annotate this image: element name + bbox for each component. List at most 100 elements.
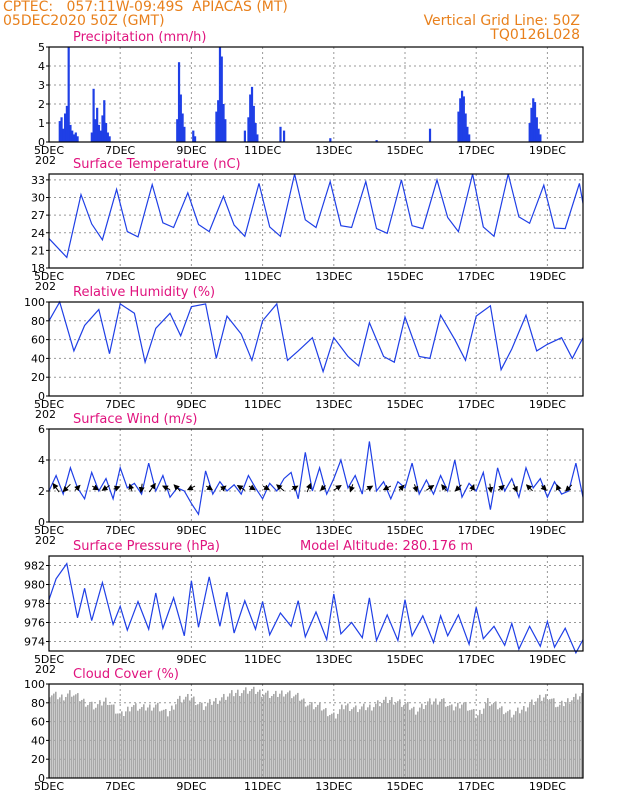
panel-frame: [48, 428, 584, 523]
cloud-column: [183, 699, 185, 778]
cloud-column: [91, 701, 93, 778]
precip-bar: [215, 111, 218, 142]
cloud-column: [343, 709, 345, 778]
y-tick-label: 27: [31, 209, 45, 222]
cloud-column: [271, 695, 273, 778]
cloud-column: [233, 696, 235, 778]
cloud-column: [539, 694, 541, 778]
cloud-column: [501, 706, 503, 778]
x-tick-label: 15DEC: [386, 524, 423, 537]
cloud-column: [545, 694, 547, 778]
cloud-column: [113, 704, 115, 778]
x-tick-label: 7DEC: [105, 524, 135, 537]
cloud-column: [209, 699, 211, 778]
header-right-2: TQ0126L028: [490, 27, 580, 43]
cloud-column: [155, 704, 157, 778]
y-tick-label: 974: [24, 636, 45, 649]
panel-title: Relative Humidity (%): [73, 285, 215, 300]
cloud-column: [115, 713, 117, 778]
cloud-column: [383, 699, 385, 778]
cloud-column: [397, 701, 399, 778]
precip-bar: [60, 117, 63, 142]
precip-bar: [460, 90, 464, 142]
cloud-column: [231, 690, 233, 778]
cloud-column: [283, 696, 285, 778]
cloud-column: [451, 704, 453, 778]
cloud-column: [305, 706, 307, 778]
wind-vector: [262, 484, 271, 491]
y-tick-label: 21: [31, 244, 45, 257]
cloud-column: [141, 707, 143, 778]
precip-bar: [457, 111, 460, 142]
panel-title: Surface Wind (m/s): [73, 412, 197, 427]
cloud-column: [375, 703, 377, 778]
cloud-column: [361, 706, 363, 778]
y-tick-label: 60: [31, 334, 45, 347]
cloud-column: [573, 696, 575, 778]
cloud-column: [317, 704, 319, 778]
cloud-column: [147, 707, 149, 778]
panel-cloud: 0 20 40 60 80 100 5DEC 7DEC 9DEC 11DEC 13DEC 15DEC 1…: [24, 667, 584, 793]
cloud-column: [143, 704, 145, 778]
cloud-column: [373, 707, 375, 778]
cloud-column: [49, 697, 51, 778]
cloud-column: [299, 700, 301, 778]
precip-bar: [72, 134, 76, 142]
wind-vector: [113, 485, 121, 492]
cloud-column: [131, 706, 133, 778]
cloud-column: [465, 701, 467, 778]
y-tick-label: 80: [31, 315, 45, 328]
x-tick-label: 11DEC: [244, 524, 281, 537]
cloud-column: [359, 709, 361, 778]
cloud-column: [455, 706, 457, 778]
precip-bar: [279, 126, 282, 142]
cloud-column: [417, 711, 419, 778]
x-tick-label: 17DEC: [458, 653, 495, 666]
cloud-column: [149, 704, 151, 778]
cloud-column: [349, 710, 351, 778]
y-tick-label: 18: [31, 262, 45, 275]
wind-vector: [205, 484, 214, 491]
y-tick-label: 0: [38, 516, 45, 529]
wind-vector: [138, 483, 145, 494]
cloud-column: [437, 704, 439, 778]
cloud-column: [163, 709, 165, 778]
cloud-column: [165, 709, 167, 778]
wind-vector: [62, 483, 71, 493]
y-tick-label: 60: [31, 716, 45, 729]
cloud-column: [481, 713, 483, 778]
precip-bar: [468, 134, 471, 142]
cloud-column: [485, 703, 487, 778]
x-tick-label: 13DEC: [315, 780, 352, 793]
cloud-column: [511, 717, 513, 778]
x-tick-label: 15DEC: [386, 780, 423, 793]
cloud-column: [409, 709, 411, 778]
panel-pressure: 974 976 978 980 982 5DEC 7DEC 9DEC 11DEC 13DEC 15D…: [24, 539, 584, 676]
precip-bar: [243, 130, 246, 142]
cloud-column: [377, 700, 379, 778]
cloud-column: [303, 698, 305, 778]
wind-vector: [512, 484, 518, 493]
cloud-column: [167, 716, 169, 778]
cloud-column: [59, 697, 61, 778]
cloud-column: [137, 710, 139, 778]
cloud-column: [81, 699, 83, 778]
wind-vector: [248, 484, 256, 491]
precip-bar: [193, 136, 197, 142]
cloud-column: [187, 693, 189, 778]
cloud-column: [477, 715, 479, 778]
cloud-column: [219, 700, 221, 778]
cloud-column: [357, 712, 359, 778]
precip-bar: [104, 123, 108, 142]
cloud-column: [275, 690, 277, 778]
panel-temp: 18 21 24 27 30 33 5DEC 7DEC 9DEC 11DEC 13DEC 15DEC 1…: [31, 157, 584, 293]
cloud-column: [177, 698, 179, 778]
precip-bar: [462, 96, 465, 142]
cloud-column: [413, 706, 415, 778]
x-tick-label: 19DEC: [529, 653, 566, 666]
wind-vector: [487, 483, 494, 494]
cloud-column: [517, 707, 519, 778]
precip-bar: [99, 130, 102, 142]
panel-annotation: Model Altitude: 280.176 m: [300, 539, 473, 554]
cloud-column: [135, 703, 137, 778]
